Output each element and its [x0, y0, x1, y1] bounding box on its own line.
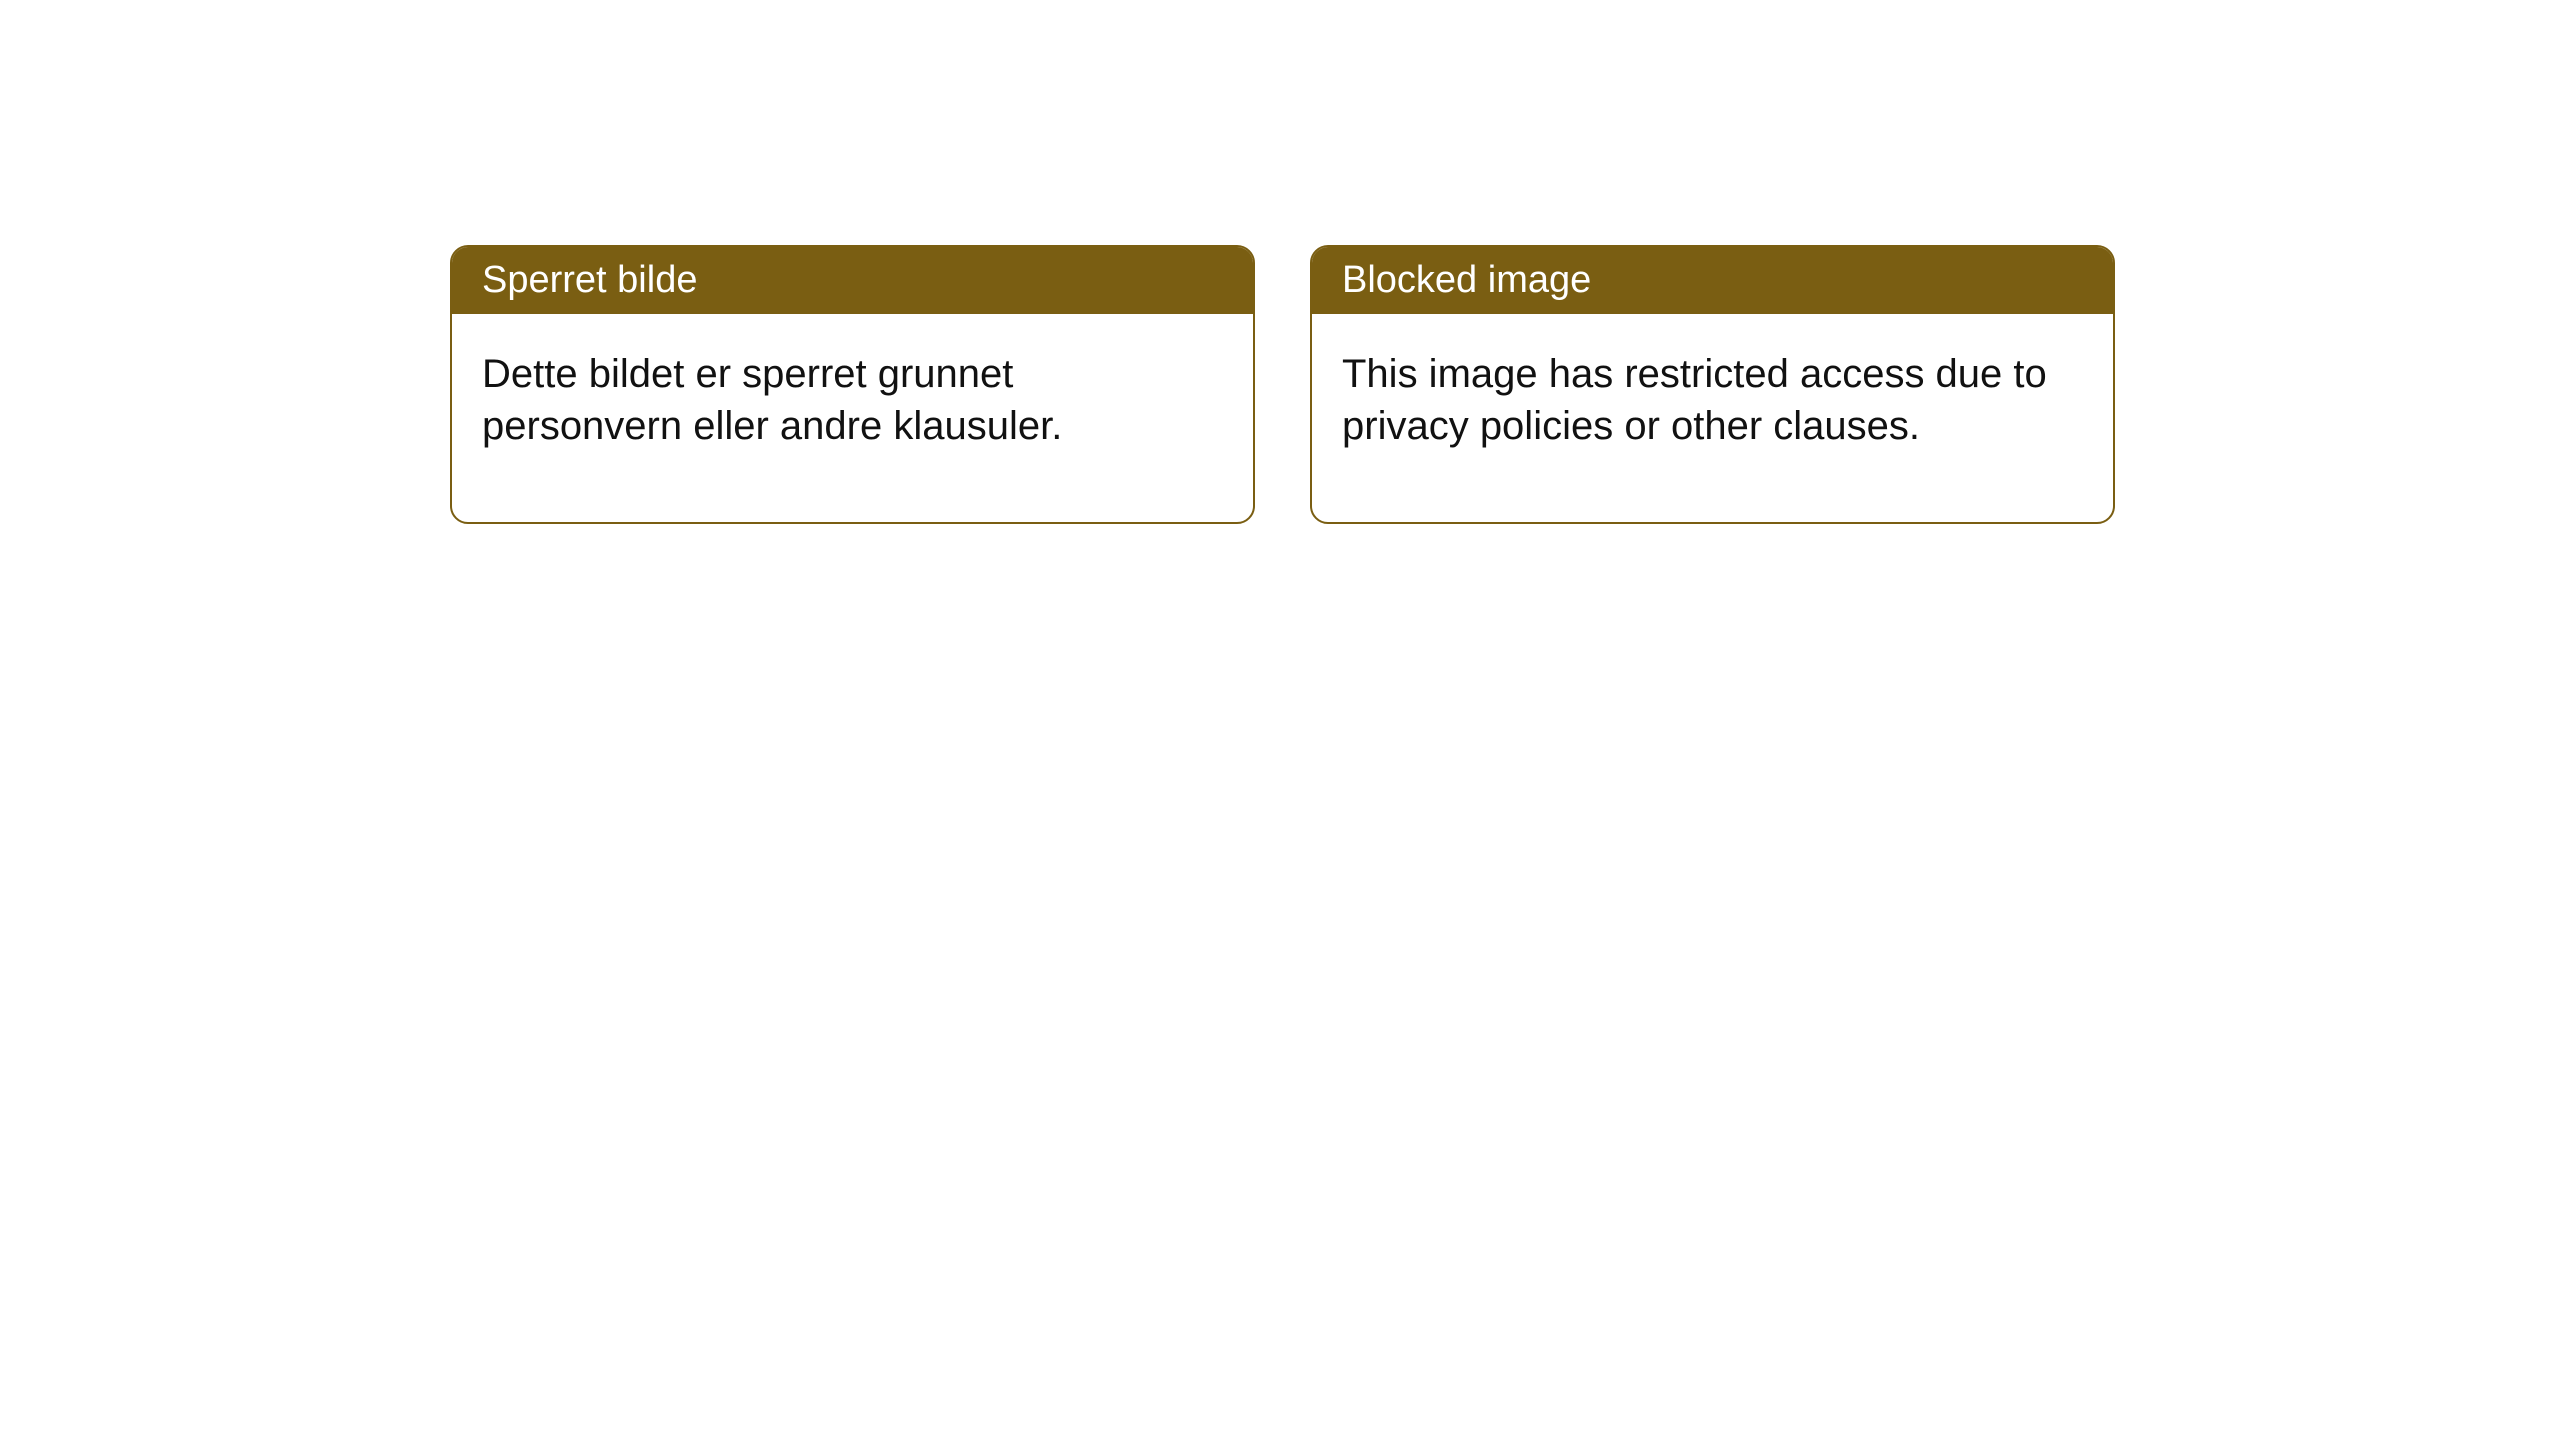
notice-card-english: Blocked image This image has restricted …	[1310, 245, 2115, 524]
notice-container: Sperret bilde Dette bildet er sperret gr…	[450, 245, 2115, 524]
notice-card-norwegian: Sperret bilde Dette bildet er sperret gr…	[450, 245, 1255, 524]
notice-header: Blocked image	[1312, 247, 2113, 314]
notice-body-text: Dette bildet er sperret grunnet personve…	[482, 352, 1062, 448]
notice-body: Dette bildet er sperret grunnet personve…	[452, 314, 1253, 522]
notice-title: Blocked image	[1342, 259, 1591, 301]
notice-header: Sperret bilde	[452, 247, 1253, 314]
notice-body-text: This image has restricted access due to …	[1342, 352, 2047, 448]
notice-body: This image has restricted access due to …	[1312, 314, 2113, 522]
notice-title: Sperret bilde	[482, 259, 697, 301]
